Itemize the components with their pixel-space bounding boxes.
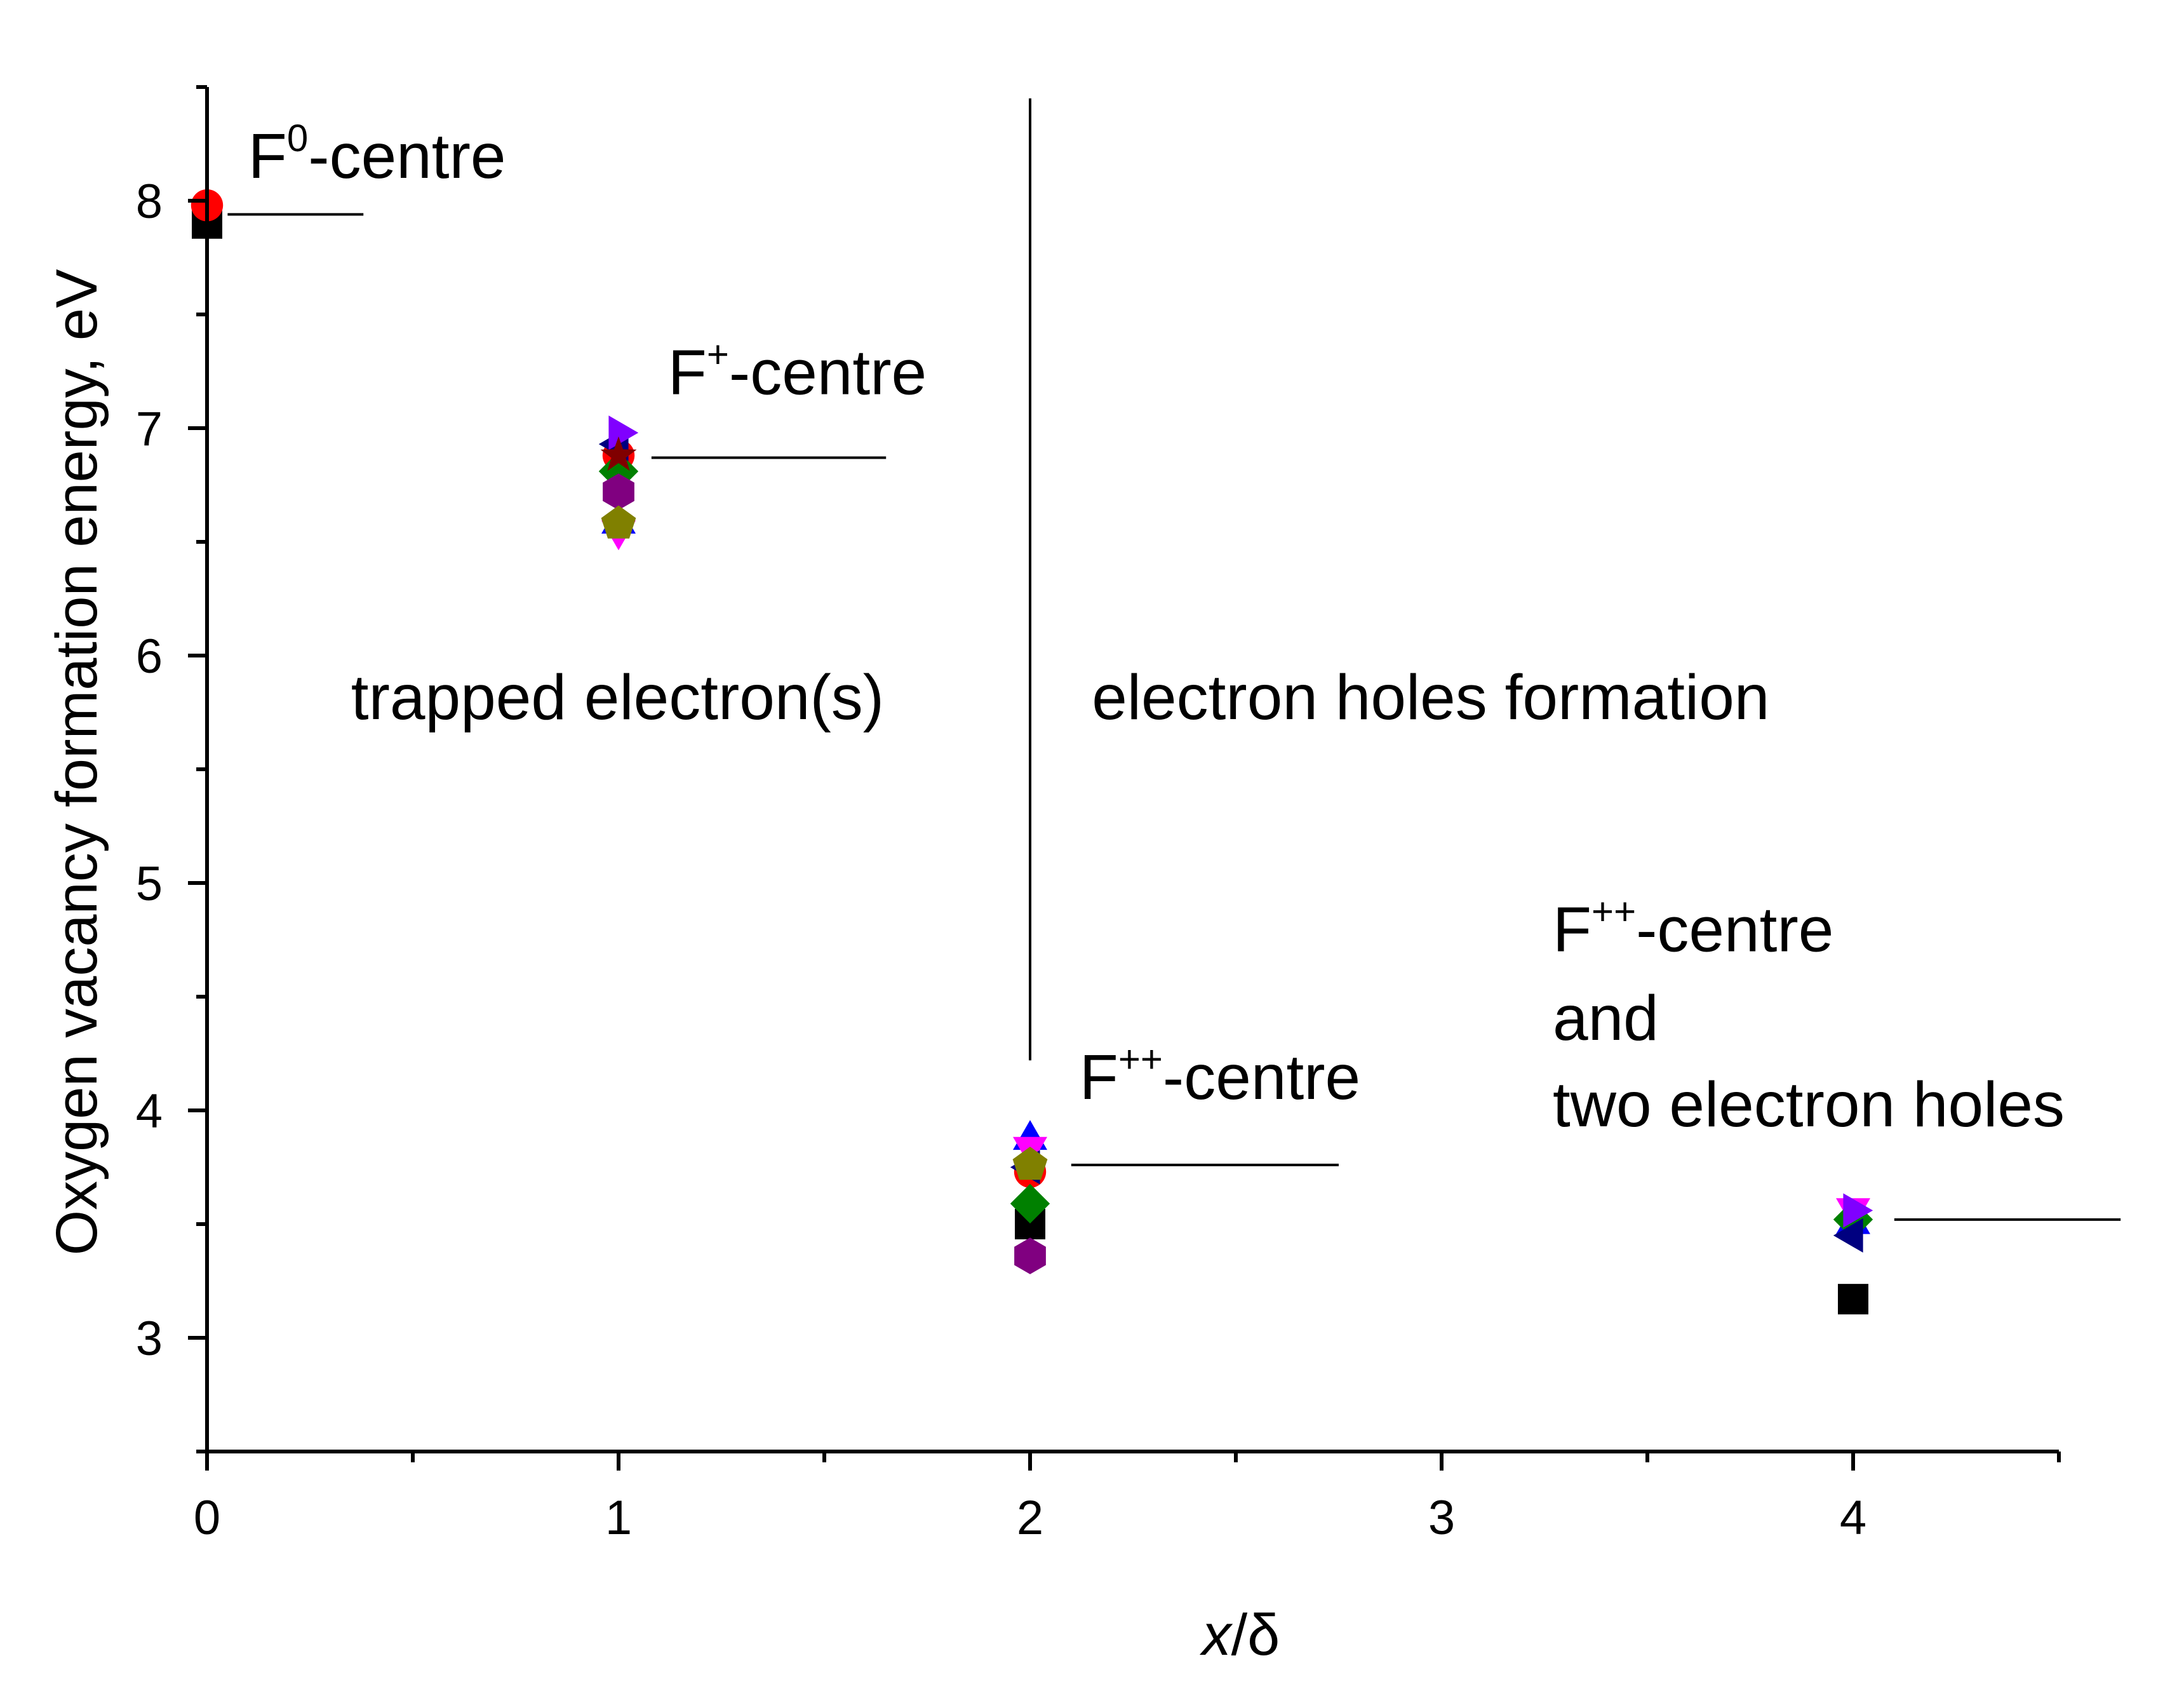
annotation-superscript: ++ [1118, 1038, 1163, 1081]
x-tick-label: 3 [1428, 1491, 1455, 1545]
annotation-label: and [1553, 983, 1659, 1054]
x-axis-title-variable: x [1200, 1603, 1233, 1667]
annotation-base: and [1553, 983, 1659, 1054]
annotation-label: two electron holes [1553, 1069, 2065, 1140]
data-point-star [600, 436, 637, 471]
annotations: F0-centreF+-centreF++-centreF++-centrean… [248, 117, 2065, 1140]
annotation-label: F++-centre [1080, 1038, 1360, 1113]
x-tick-label: 1 [605, 1491, 632, 1545]
annotation-base: F [668, 337, 707, 408]
axes: 0 1 2 3 4 3 4 5 6 7 8 [136, 85, 2061, 1545]
x-tick-label: 4 [1840, 1491, 1866, 1545]
x-axis-title: x/δ [1200, 1603, 1280, 1667]
annotation-superscript: 0 [287, 117, 308, 159]
x-tick-label: 0 [194, 1491, 220, 1545]
y-tick-label: 4 [136, 1084, 163, 1138]
y-tick-label: 3 [136, 1312, 163, 1366]
annotation-label: F++-centre [1553, 890, 1833, 965]
data-markers [191, 189, 1873, 1315]
annotation-base: F [1553, 894, 1591, 965]
annotation-base: F [248, 121, 287, 192]
annotation-base: F [1080, 1042, 1118, 1113]
annotation-rest: -centre [1636, 894, 1833, 965]
annotation-label: electron holes formation [1092, 662, 1769, 733]
annotation-label: trapped electron(s) [351, 662, 884, 733]
data-point-diamond [1010, 1183, 1050, 1223]
annotation-base: electron holes formation [1092, 662, 1769, 733]
x-tick-label: 2 [1017, 1491, 1043, 1545]
data-point-triangle-left [1833, 1218, 1863, 1253]
annotation-rest: -centre [729, 337, 927, 408]
level-lines [227, 213, 2121, 1221]
y-tick-label: 7 [136, 402, 163, 456]
axis-titles: x/δ Oxygen vacancy formation energy, eV [44, 269, 1280, 1667]
annotation-superscript: ++ [1591, 890, 1636, 933]
x-axis-title-rest: /δ [1231, 1603, 1280, 1667]
annotation-base: trapped electron(s) [351, 662, 884, 733]
y-axis-title: Oxygen vacancy formation energy, eV [44, 269, 109, 1256]
data-point-triangle-right [608, 415, 639, 450]
data-point-hexagon [603, 473, 634, 510]
data-point-pentagon [601, 505, 636, 539]
data-point-hexagon [1014, 1237, 1046, 1274]
data-point-pentagon [1012, 1147, 1048, 1180]
annotation-label: F+-centre [668, 333, 927, 408]
annotation-superscript: + [707, 333, 729, 375]
annotation-rest: -centre [308, 121, 506, 192]
y-tick-label: 5 [136, 857, 163, 911]
data-point-square [1838, 1284, 1868, 1315]
y-tick-label: 8 [136, 175, 163, 229]
annotation-rest: -centre [1163, 1042, 1360, 1113]
data-point-triangle-right [1843, 1193, 1873, 1228]
annotation-base: two electron holes [1553, 1069, 2065, 1140]
annotation-label: F0-centre [248, 117, 506, 192]
y-tick-label: 6 [136, 630, 163, 684]
